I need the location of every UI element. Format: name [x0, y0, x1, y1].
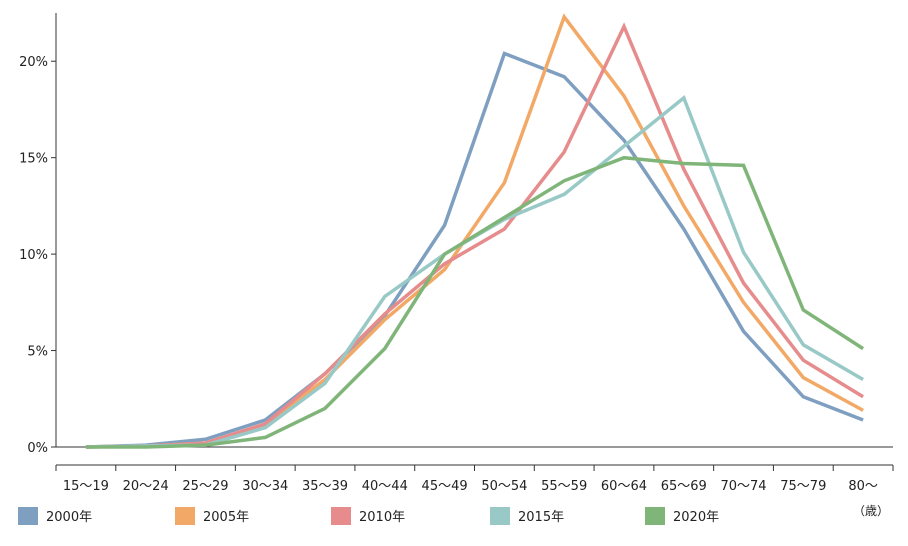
- x-tick-label: 65～69: [661, 479, 707, 494]
- legend-item: 2000年: [18, 506, 92, 525]
- x-tick-label: 60～64: [601, 479, 647, 494]
- legend-label: 2010年: [359, 510, 406, 525]
- series-line-0: [85, 51, 864, 449]
- x-tick-label: 30～34: [242, 479, 288, 494]
- x-tick-label: 80～: [848, 479, 878, 494]
- legend-label: 2020年: [673, 510, 720, 525]
- y-tick-label: 15%: [19, 152, 48, 167]
- legend-swatch: [645, 506, 665, 525]
- y-ticks: 0% 5% 10% 15% 20%: [19, 55, 56, 456]
- legend-label: 2005年: [203, 510, 250, 525]
- legend-label: 2000年: [46, 510, 93, 525]
- series-lines: [85, 13, 865, 449]
- series-line-4: [85, 155, 865, 449]
- y-tick-label: 5%: [27, 345, 48, 360]
- x-unit-label: （歳）: [853, 504, 890, 518]
- y-tick-label: 10%: [19, 248, 48, 263]
- x-tick-label: 40～44: [362, 479, 408, 494]
- legend-swatch: [490, 506, 510, 525]
- x-tick-label: 75～79: [780, 479, 826, 494]
- series-line-2: [85, 22, 865, 449]
- x-tick-label: 35～39: [302, 479, 348, 494]
- x-tick-label: 55～59: [541, 479, 587, 494]
- series-line-1: [85, 13, 864, 449]
- series-line-3: [85, 95, 864, 449]
- legend-item: 2020年: [645, 506, 719, 525]
- x-tick-label: 45～49: [422, 479, 468, 494]
- legend: 2000年 2005年 2010年 2015年 2020年: [0, 506, 908, 534]
- legend-label: 2015年: [518, 510, 565, 525]
- x-tick-label: 50～54: [481, 479, 527, 494]
- x-ticks: 15～19 20～24 25～29 30～34 35～39 40～44 45～49 50～54…: [55, 465, 894, 494]
- x-tick-label: 15～19: [63, 479, 109, 494]
- y-tick-label: 0%: [27, 441, 48, 456]
- axes: [55, 13, 893, 466]
- legend-item: 2005年: [175, 506, 249, 525]
- x-tick-label: 25～29: [182, 479, 228, 494]
- legend-item: 2010年: [331, 506, 405, 525]
- legend-swatch: [331, 506, 351, 525]
- legend-swatch: [18, 506, 38, 525]
- y-tick-label: 20%: [19, 55, 48, 70]
- x-tick-label: 20～24: [123, 479, 169, 494]
- x-tick-label: 70～74: [720, 479, 766, 494]
- legend-item: 2015年: [490, 506, 564, 525]
- legend-swatch: [175, 506, 195, 525]
